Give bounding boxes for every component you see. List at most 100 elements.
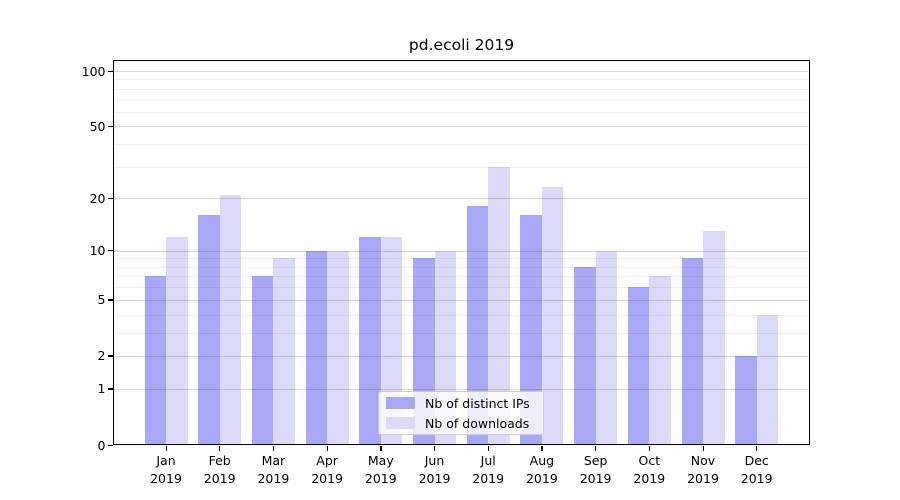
gridline-minor-90 (114, 79, 809, 81)
x-label-year-feb: 2019 (203, 470, 236, 486)
x-tick-feb (219, 445, 221, 451)
y-tick-5 (108, 299, 113, 301)
x-label-month-oct: Oct (638, 453, 661, 468)
bar-nb-of-distinct-ips-mar (251, 276, 274, 445)
x-label-month-feb: Feb (208, 453, 231, 468)
x-label-year-nov: 2019 (687, 470, 719, 486)
gridline-major-1 (114, 388, 809, 390)
bar-nb-of-distinct-ips-jul (466, 206, 489, 445)
bar-nb-of-downloads-nov (703, 231, 725, 445)
gridline-minor-40 (114, 144, 809, 146)
bar-nb-of-downloads-oct (649, 276, 671, 445)
x-tick-label-jul: Jul 2019 (456, 452, 520, 487)
x-label-year-dec: 2019 (740, 470, 773, 486)
gridline-minor-7 (114, 276, 809, 278)
bar-nb-of-downloads-mar (273, 258, 295, 445)
bar-nb-of-downloads-apr (327, 250, 349, 445)
legend-item-distinct-ips: Nb of distinct IPs (386, 396, 543, 411)
x-tick-mar (272, 445, 275, 451)
y-tick-label-5: 5 (97, 292, 106, 308)
x-tick-sep (595, 445, 597, 451)
x-tick-label-aug: Aug 2019 (510, 452, 574, 487)
x-label-year-jun: 2019 (418, 470, 451, 486)
x-tick-label-may: May 2019 (349, 452, 413, 487)
y-tick-50 (108, 125, 113, 128)
x-label-month-nov: Nov (690, 453, 716, 468)
x-label-month-dec: Dec (744, 453, 769, 468)
bar-nb-of-downloads-sep (595, 250, 618, 445)
bar-nb-of-distinct-ips-apr (305, 250, 328, 445)
x-tick-label-jun: Jun 2019 (403, 452, 467, 487)
bar-nb-of-downloads-jan (166, 237, 188, 445)
x-tick-label-jan: Jan 2019 (134, 452, 198, 487)
bar-nb-of-downloads-aug (541, 187, 564, 445)
x-label-month-mar: Mar (261, 453, 286, 468)
x-tick-aug (541, 445, 543, 451)
gridline-minor-80 (114, 88, 809, 90)
x-tick-jan (165, 445, 167, 451)
x-label-month-jun: Jun (424, 453, 445, 468)
legend-item-downloads: Nb of downloads (386, 416, 543, 431)
bar-nb-of-downloads-dec (756, 314, 779, 445)
bar-nb-of-distinct-ips-jan (144, 276, 166, 445)
x-label-month-jul: Jul (480, 453, 496, 468)
y-tick-1 (108, 388, 113, 390)
gridline-major-2 (114, 355, 809, 357)
gridline-major-100 (114, 71, 809, 72)
y-tick-label-2: 2 (97, 348, 106, 364)
y-tick-label-20: 20 (89, 190, 106, 206)
gridline-major-10 (114, 250, 809, 252)
y-tick-10 (108, 250, 113, 252)
bar-nb-of-distinct-ips-oct (627, 287, 650, 445)
x-label-year-may: 2019 (364, 470, 397, 486)
x-label-year-jul: 2019 (472, 470, 505, 486)
bar-nb-of-distinct-ips-nov (681, 258, 703, 445)
bar-nb-of-distinct-ips-may (359, 237, 381, 445)
x-tick-may (380, 445, 382, 451)
gridline-minor-3 (114, 332, 809, 334)
x-label-month-sep: Sep (583, 453, 608, 468)
x-label-month-aug: Aug (529, 453, 555, 468)
x-tick-jun (434, 445, 436, 451)
gridline-major-50 (114, 126, 809, 128)
x-tick-label-sep: Sep 2019 (564, 452, 628, 487)
x-label-month-may: May (367, 453, 394, 468)
x-tick-apr (326, 445, 328, 451)
x-tick-dec (756, 445, 758, 451)
y-tick-0 (108, 444, 113, 446)
y-tick-label-1: 1 (97, 381, 106, 397)
bar-nb-of-distinct-ips-feb (198, 215, 220, 445)
gridline-minor-6 (114, 287, 809, 289)
gridline-major-5 (114, 299, 809, 301)
legend: Nb of distinct IPs Nb of downloads (378, 391, 544, 435)
gridline-minor-60 (114, 111, 809, 113)
chart-title: pd.ecoli 2019 (408, 36, 515, 54)
x-tick-label-dec: Dec 2019 (725, 452, 789, 487)
gridline-minor-9 (114, 258, 809, 260)
gridline-minor-8 (114, 266, 809, 268)
x-tick-nov (702, 445, 704, 451)
x-label-year-aug: 2019 (525, 470, 558, 486)
x-tick-label-feb: Feb 2019 (188, 452, 252, 487)
x-label-month-apr: Apr (316, 453, 338, 468)
x-label-year-oct: 2019 (633, 470, 666, 486)
bar-nb-of-distinct-ips-sep (574, 266, 596, 445)
x-tick-oct (648, 445, 651, 451)
y-tick-20 (108, 197, 113, 200)
gridline-minor-70 (114, 99, 809, 101)
gridline-major-20 (114, 198, 809, 200)
y-tick-2 (108, 355, 113, 357)
bar-nb-of-distinct-ips-dec (735, 355, 757, 445)
x-tick-jul (487, 445, 489, 451)
y-tick-label-100: 100 (81, 63, 106, 79)
x-label-year-apr: 2019 (311, 470, 343, 486)
x-label-month-jan: Jan (156, 453, 176, 468)
legend-label-distinct-ips: Nb of distinct IPs (425, 395, 530, 411)
gridline-minor-30 (114, 166, 809, 168)
x-label-year-mar: 2019 (257, 470, 290, 486)
bar-nb-of-downloads-feb (219, 194, 242, 445)
gridline-minor-4 (114, 314, 809, 316)
bar-nb-of-distinct-ips-aug (520, 215, 542, 445)
x-tick-label-nov: Nov 2019 (671, 452, 735, 487)
